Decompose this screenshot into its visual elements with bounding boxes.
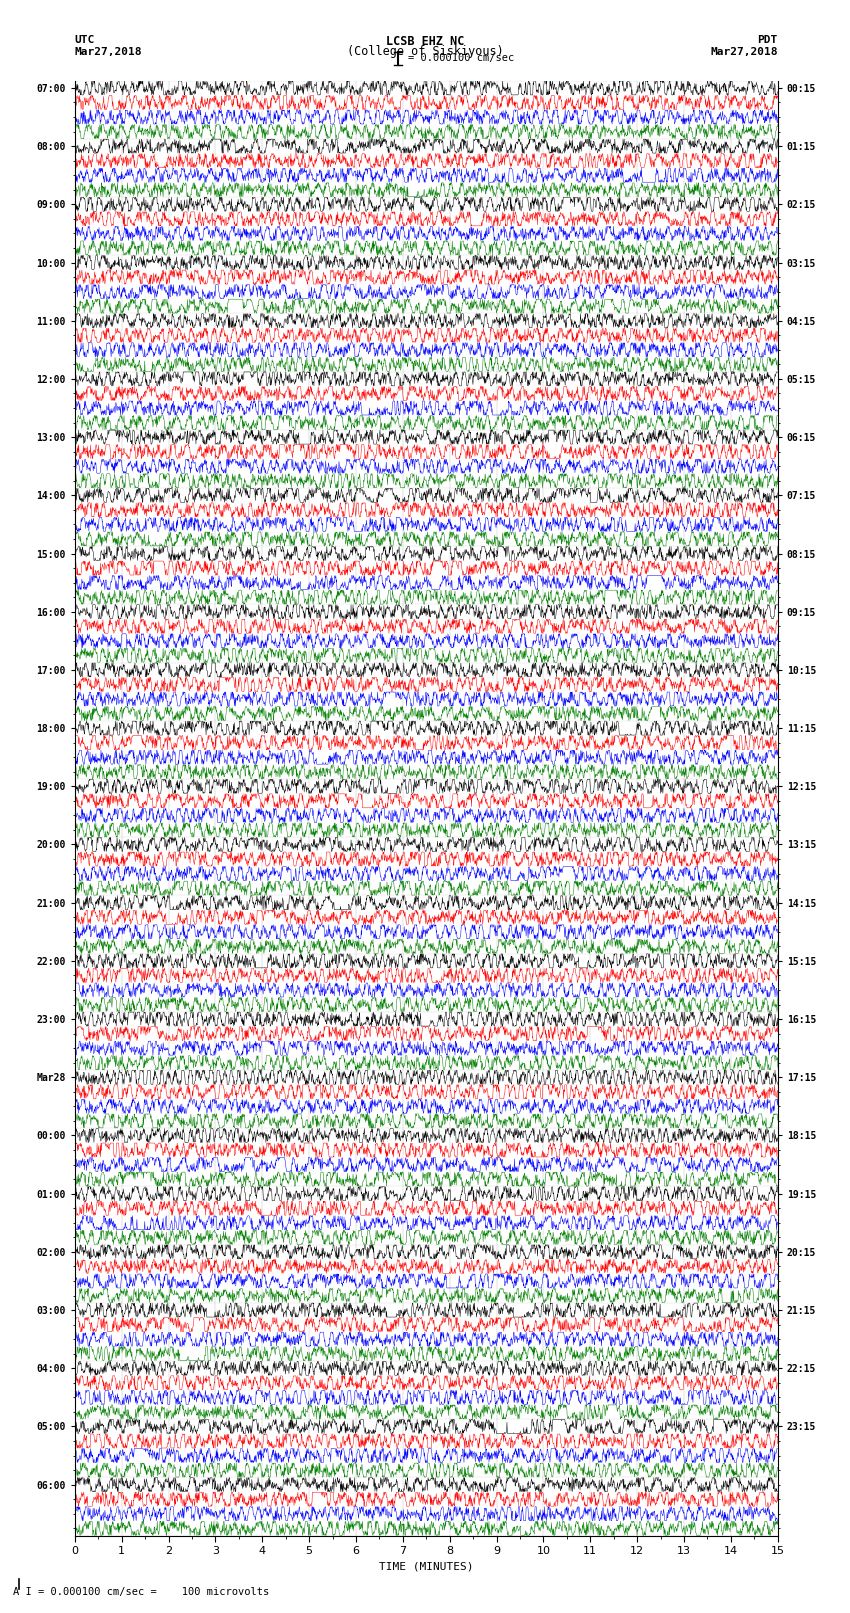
Text: Mar27,2018: Mar27,2018 bbox=[75, 47, 142, 56]
Text: UTC: UTC bbox=[75, 35, 95, 45]
Text: Mar27,2018: Mar27,2018 bbox=[711, 47, 778, 56]
Text: (College of Siskiyous): (College of Siskiyous) bbox=[347, 45, 503, 58]
Text: A I = 0.000100 cm/sec =    100 microvolts: A I = 0.000100 cm/sec = 100 microvolts bbox=[13, 1587, 269, 1597]
Text: = 0.000100 cm/sec: = 0.000100 cm/sec bbox=[408, 53, 514, 63]
X-axis label: TIME (MINUTES): TIME (MINUTES) bbox=[379, 1561, 473, 1571]
Text: PDT: PDT bbox=[757, 35, 778, 45]
Text: LCSB EHZ NC: LCSB EHZ NC bbox=[386, 35, 464, 48]
